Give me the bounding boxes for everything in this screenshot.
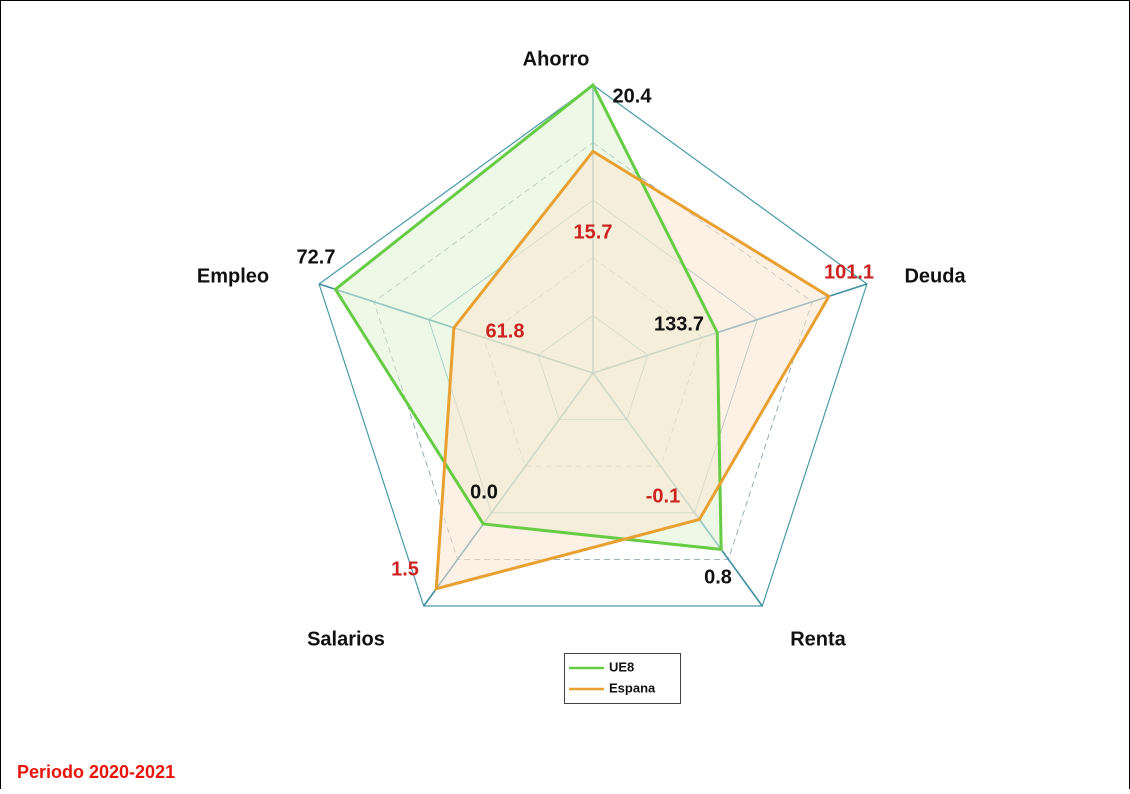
- axis-label: Deuda: [904, 265, 966, 287]
- value-label: 61.8: [486, 320, 525, 342]
- series-line: [333, 82, 723, 552]
- grid-ring: [318, 84, 868, 607]
- axis-label: Ahorro: [523, 48, 590, 70]
- value-label: 1.5: [391, 558, 419, 580]
- legend-box: [564, 653, 681, 704]
- axis-label: Empleo: [197, 265, 269, 287]
- value-label: 0.8: [704, 566, 732, 588]
- series-area: [436, 151, 829, 589]
- value-label: 0.0: [470, 481, 498, 503]
- value-label: 72.7: [297, 246, 336, 268]
- series-line: [434, 149, 831, 591]
- footnote: Periodo 2020-2021: [17, 762, 175, 782]
- value-label: 15.7: [574, 221, 613, 243]
- legend-label: UE8: [609, 659, 634, 674]
- axis-label: Salarios: [307, 628, 385, 650]
- legend-label: Espana: [609, 680, 656, 695]
- value-label: -0.1: [646, 485, 680, 507]
- axis-label: Renta: [790, 628, 846, 650]
- value-label: 20.4: [613, 85, 653, 107]
- value-label: 101.1: [824, 261, 874, 283]
- value-label: 133.7: [654, 313, 704, 335]
